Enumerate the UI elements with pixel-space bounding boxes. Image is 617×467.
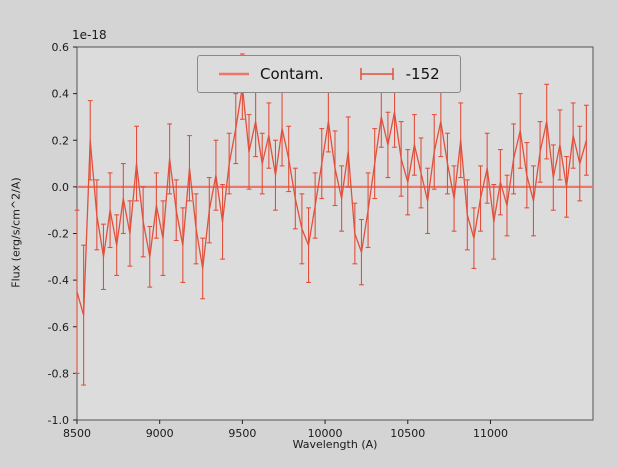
- y-tick-label: 0.4: [52, 88, 70, 101]
- contam-line-sample-icon: [219, 72, 249, 76]
- y-axis-label: Flux (erg/s/cm^2/A): [9, 177, 23, 288]
- legend-entry-series: -152: [358, 65, 440, 83]
- x-tick-label: 9000: [146, 427, 174, 440]
- y-tick-label: 0.2: [52, 134, 70, 147]
- x-tick-label: 8500: [63, 427, 91, 440]
- x-tick-label: 11000: [473, 427, 508, 440]
- errorbar-sample-icon: [359, 68, 394, 80]
- y-tick-label: -0.2: [48, 228, 69, 241]
- x-tick-label: 10500: [390, 427, 425, 440]
- y-tick-label: -1.0: [48, 414, 69, 427]
- y-tick-label: -0.4: [48, 274, 69, 287]
- legend: Contam. -152: [197, 55, 461, 93]
- x-tick-label: 9500: [228, 427, 256, 440]
- legend-entry-contam: Contam.: [218, 65, 324, 83]
- x-tick-label: 10000: [308, 427, 343, 440]
- flux-line: [76, 85, 588, 316]
- axes-background: [76, 46, 594, 421]
- x-axis-label: Wavelength (A): [292, 438, 378, 451]
- y-tick-label: -0.8: [48, 367, 69, 380]
- y-tick-label: 0.6: [52, 41, 70, 54]
- y-tick-label: 0.0: [52, 181, 70, 194]
- y-tick-label: -0.6: [48, 321, 69, 334]
- legend-label-contam: Contam.: [260, 65, 324, 83]
- y-axis-offset-text: 1e-18: [72, 28, 107, 42]
- legend-label-series: -152: [405, 65, 440, 83]
